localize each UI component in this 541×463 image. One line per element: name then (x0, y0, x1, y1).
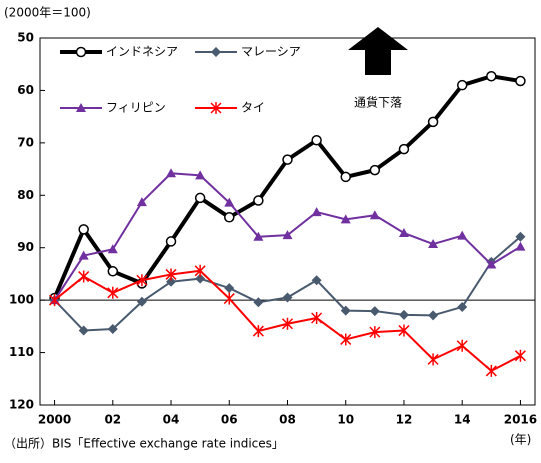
marker (398, 143, 410, 155)
marker (398, 324, 410, 337)
marker (456, 79, 468, 91)
marker (107, 266, 119, 277)
y-tick-label: 100 (9, 293, 34, 307)
x-tick-label: 14 (454, 413, 471, 427)
marker (515, 241, 526, 251)
marker (311, 311, 323, 324)
marker (282, 154, 293, 165)
y-tick-label: 60 (17, 83, 34, 97)
marker (253, 195, 264, 206)
plot-frame (39, 37, 536, 406)
marker (78, 224, 89, 235)
marker (165, 268, 177, 281)
marker (78, 325, 89, 336)
marker (165, 236, 177, 247)
y-tick-label: 90 (17, 240, 34, 254)
legend-marker (75, 46, 87, 58)
y-unit-label: (2000年＝100) (4, 6, 91, 20)
marker (427, 116, 439, 128)
marker (311, 207, 322, 217)
y-tick-label: 50 (17, 31, 34, 45)
marker (282, 292, 293, 303)
marker (78, 250, 89, 260)
marker (311, 275, 322, 286)
legend-marker (76, 103, 86, 112)
marker (195, 170, 206, 180)
marker (515, 75, 526, 87)
marker (311, 134, 322, 146)
arrow (348, 27, 408, 75)
marker (107, 323, 118, 334)
series-line (53, 235, 522, 332)
marker (224, 197, 235, 207)
marker (253, 231, 264, 241)
marker (428, 310, 439, 321)
marker (486, 259, 497, 269)
marker (369, 306, 380, 317)
marker (252, 325, 264, 338)
marker (107, 244, 118, 254)
marker (282, 230, 293, 240)
x-tick-label: 04 (163, 413, 180, 427)
legend-marker (210, 102, 222, 114)
marker (369, 326, 381, 339)
marker (136, 274, 148, 287)
legend-label: タイ (241, 101, 265, 115)
x-tick-label: 2016 (504, 413, 537, 427)
marker (166, 168, 177, 178)
marker (78, 270, 90, 283)
x-tick-label: 12 (396, 413, 413, 427)
marker (369, 210, 380, 220)
marker (369, 164, 381, 176)
x-tick-label: 10 (337, 413, 354, 427)
marker (398, 309, 409, 320)
marker (340, 171, 351, 183)
y-tick-label: 80 (17, 188, 34, 202)
marker (224, 212, 235, 223)
marker (340, 214, 351, 224)
marker (457, 301, 468, 312)
marker (428, 239, 439, 249)
legend-label: インドネシア (106, 45, 178, 59)
marker (485, 364, 497, 377)
marker (340, 305, 351, 316)
marker (427, 353, 439, 366)
marker (107, 286, 119, 299)
marker (136, 197, 147, 207)
marker (398, 228, 409, 238)
marker (49, 294, 61, 307)
y-tick-label: 70 (17, 135, 34, 149)
marker (194, 264, 206, 277)
marker (166, 276, 177, 287)
legend-label: フィリピン (106, 101, 166, 115)
marker (194, 192, 206, 204)
marker (514, 349, 526, 362)
y-tick-label: 110 (9, 345, 34, 359)
marker (281, 317, 294, 330)
marker (515, 231, 526, 242)
source: （出所）BIS「Effective exchange rate indices」 (4, 437, 284, 451)
marker (486, 71, 497, 82)
x-tick-label: 2000 (38, 413, 71, 427)
legend-label: マレーシア (241, 45, 301, 59)
legend-marker (211, 47, 221, 57)
marker (223, 292, 235, 305)
x-tick-label: 06 (221, 413, 238, 427)
marker (340, 333, 352, 346)
marker (456, 339, 468, 352)
x-tick-label: 02 (104, 413, 121, 427)
x-tick-label: 08 (279, 413, 296, 427)
marker (457, 230, 468, 240)
annotation: 通貨下落 (354, 95, 402, 110)
marker (253, 297, 264, 308)
marker (195, 273, 206, 284)
marker (224, 283, 235, 294)
x-unit-label: (年) (510, 433, 531, 447)
y-tick-label: 120 (9, 398, 34, 412)
marker (136, 296, 147, 307)
